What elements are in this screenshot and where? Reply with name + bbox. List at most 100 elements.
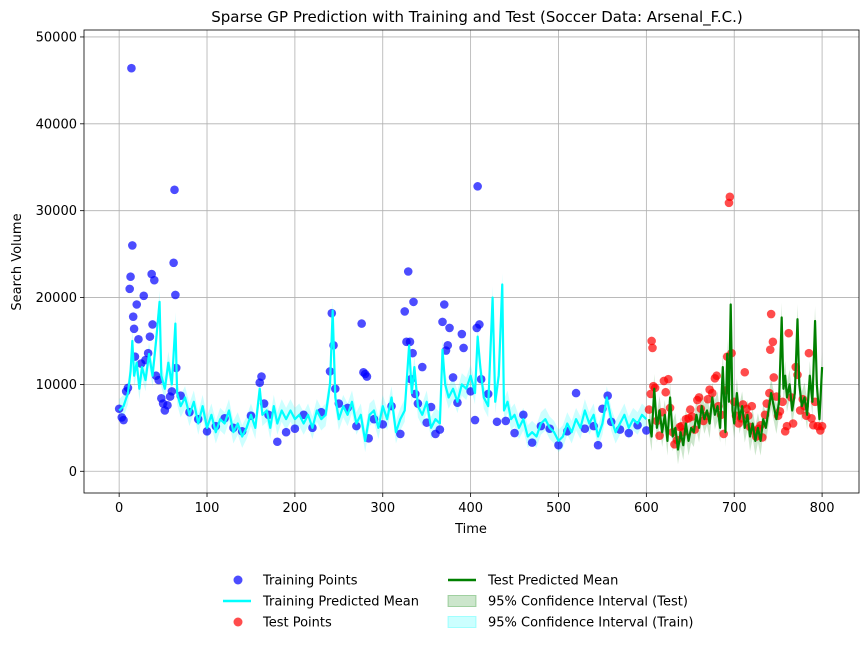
training-point: [443, 341, 453, 350]
test-point: [644, 405, 654, 414]
test-point: [707, 388, 717, 398]
ci-band-train: [119, 273, 647, 453]
test-point: [740, 367, 750, 377]
training-point: [403, 267, 413, 276]
training-point: [571, 388, 581, 398]
mean-lines: [118, 283, 824, 451]
legend-marker-training_points: [233, 575, 243, 585]
training-point: [257, 372, 266, 381]
training-point: [170, 185, 179, 195]
training-point: [457, 329, 467, 339]
training-point: [127, 63, 136, 73]
y-tick-label: 40000: [36, 117, 77, 132]
y-tick-label: 30000: [36, 204, 77, 219]
test-point: [788, 419, 798, 428]
training-point: [128, 312, 138, 321]
x-tick-label: 700: [722, 501, 747, 516]
training-point: [459, 343, 468, 353]
training-point: [167, 387, 177, 396]
test-point: [769, 373, 779, 382]
training-point: [519, 410, 528, 420]
training-point: [171, 290, 180, 300]
training-point: [273, 437, 282, 447]
test-point: [807, 413, 816, 423]
training-point: [396, 429, 405, 439]
test-point: [766, 309, 776, 319]
legend-patch-ci_train: [447, 616, 477, 628]
test-point: [804, 348, 814, 358]
x-tick-label: 100: [195, 501, 220, 516]
x-tick-label: 200: [282, 501, 307, 516]
training-point: [603, 391, 612, 401]
training-point: [400, 307, 410, 316]
training-point: [417, 362, 427, 372]
training-point: [145, 332, 155, 341]
training-point: [352, 421, 361, 431]
legend: Training Points Training Predicted Mean Te…: [223, 574, 694, 631]
training-point: [435, 425, 445, 434]
training-point: [134, 334, 143, 344]
training-mean-line: [118, 283, 648, 442]
training-point: [473, 182, 482, 191]
training-point: [527, 438, 537, 447]
test-point: [664, 374, 673, 384]
training-point: [202, 427, 212, 436]
training-point: [439, 300, 449, 309]
training-point: [438, 317, 447, 327]
test-point: [661, 387, 670, 397]
training-point: [580, 424, 590, 434]
legend-patch-ci_test: [447, 595, 477, 607]
training-point: [149, 275, 159, 285]
training-point: [169, 258, 178, 268]
test-point: [768, 337, 778, 347]
y-tick-label: 10000: [36, 378, 77, 393]
training-point: [128, 241, 137, 250]
training-point: [642, 426, 651, 435]
test-point: [817, 421, 827, 431]
test-point: [685, 405, 695, 414]
training-point: [281, 427, 291, 437]
training-point: [633, 420, 642, 430]
training-point: [357, 319, 366, 328]
test-point: [687, 412, 697, 421]
legend-label-ci_test: 95% Confidence Interval (Test): [488, 595, 688, 610]
training-point: [475, 320, 484, 329]
test-point: [648, 343, 657, 353]
x-tick-label: 0: [115, 501, 123, 516]
training-point: [624, 428, 634, 438]
x-tick-label: 500: [546, 501, 571, 516]
legend-marker-test_points: [233, 617, 243, 627]
chart-title: Sparse GP Prediction with Training and T…: [211, 8, 743, 27]
x-tick-label: 400: [458, 501, 483, 516]
training-point: [554, 440, 563, 450]
training-point: [148, 320, 157, 329]
legend-label-training_mean: Training Predicted Mean: [262, 595, 419, 610]
training-point: [129, 324, 139, 334]
training-point: [501, 416, 511, 426]
test-point: [694, 393, 704, 402]
test-point: [719, 429, 728, 439]
y-tick-label: 0: [69, 465, 77, 480]
training-point: [290, 424, 300, 434]
x-tick-label: 600: [634, 501, 659, 516]
training-point: [510, 428, 519, 438]
plot-frame: [83, 29, 860, 494]
test-point: [778, 397, 787, 407]
test-point: [703, 394, 713, 404]
legend-label-test_mean: Test Predicted Mean: [487, 574, 618, 589]
x-tick-label: 300: [370, 501, 395, 516]
training-point: [362, 372, 372, 381]
test-point: [725, 192, 735, 202]
training-point: [125, 284, 134, 294]
training-point: [126, 272, 135, 282]
legend-label-test_points: Test Points: [262, 616, 332, 631]
test-point: [712, 371, 721, 381]
x-tick-label: 800: [810, 501, 835, 516]
training-point: [405, 337, 415, 347]
training-point: [466, 387, 475, 396]
legend-label-training_points: Training Points: [262, 574, 358, 589]
y-tick-label: 50000: [36, 30, 77, 45]
y-axis-label: Search Volume: [10, 213, 25, 310]
training-point: [492, 417, 502, 427]
